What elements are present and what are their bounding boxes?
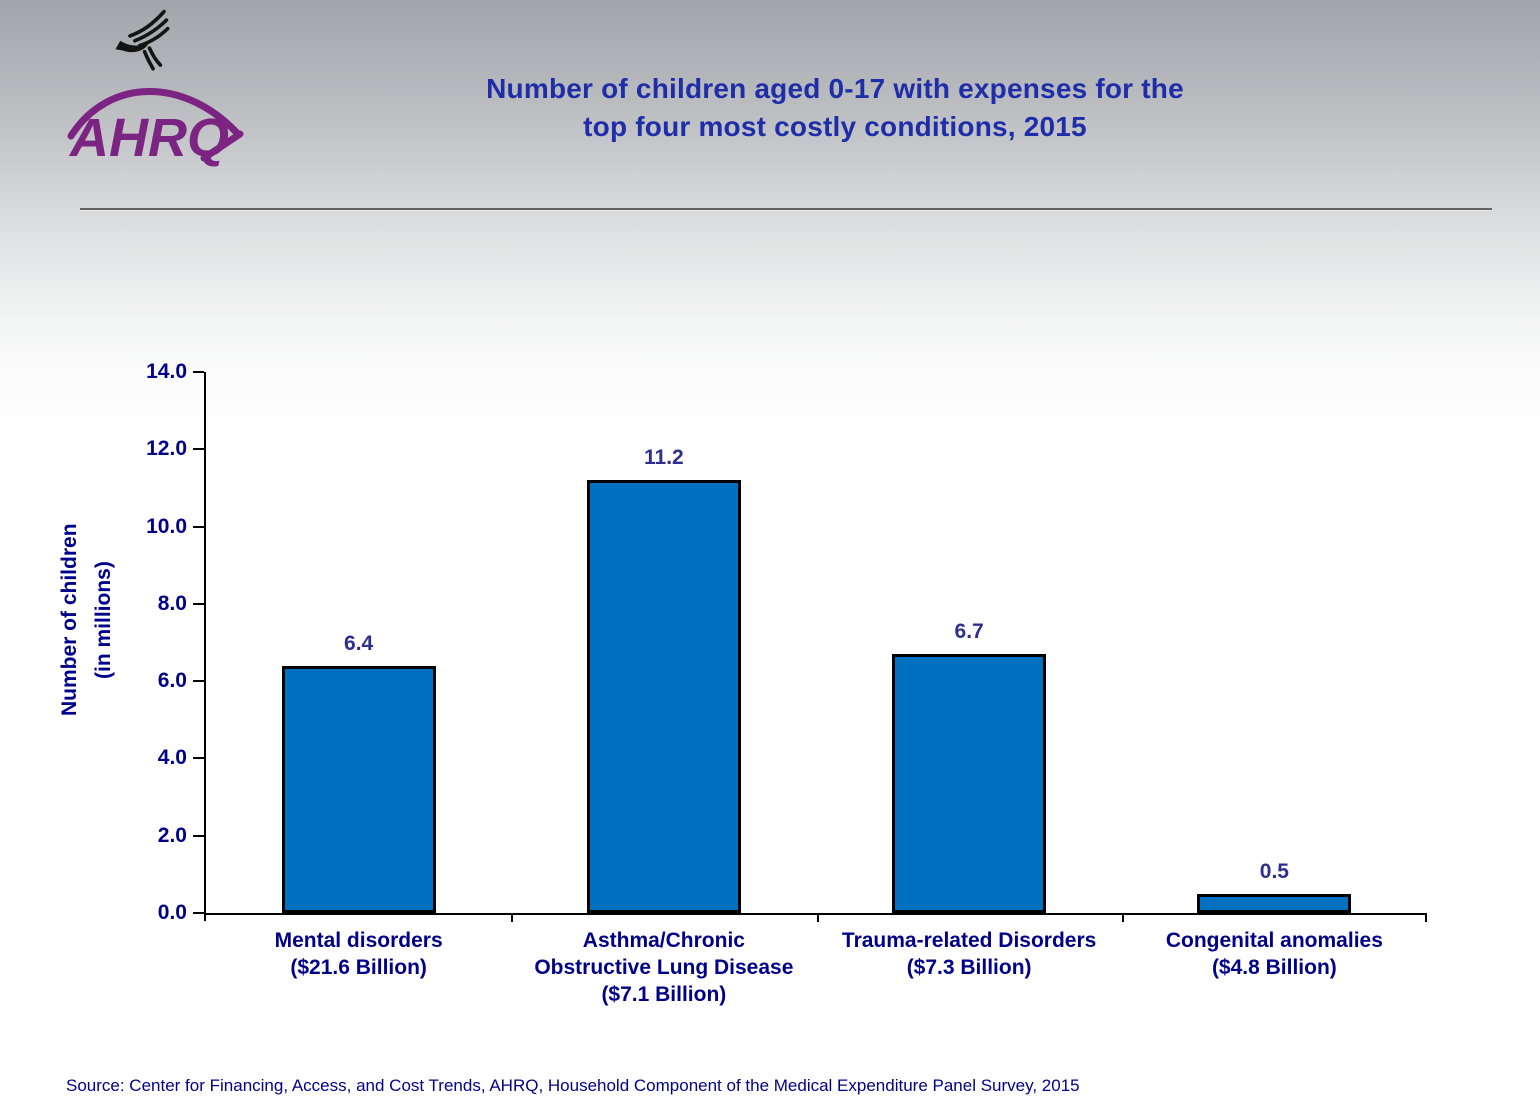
y-axis-tick-label: 0.0 [157, 901, 187, 924]
y-axis-tick [193, 757, 204, 760]
chart-title-line2: top four most costly conditions, 2015 [583, 111, 1087, 142]
x-axis-category-label-line: Congenital anomalies [1165, 929, 1383, 952]
y-axis-tick-label: 10.0 [146, 514, 187, 538]
y-axis-tick [193, 834, 204, 837]
x-axis-tick [816, 913, 819, 922]
y-axis-tick-label: 4.0 [157, 746, 187, 770]
x-axis-category-label-line: Obstructive Lung Disease [534, 956, 794, 979]
x-axis-category-label-line: Mental disorders [274, 929, 443, 952]
bar [892, 654, 1047, 913]
x-axis-category-label: Trauma-related Disorders ($7.3 Billion) [817, 927, 1122, 981]
header-divider [80, 208, 1492, 211]
x-axis-category-label-line: ($7.1 Billion) [601, 983, 727, 1006]
chart-title-line1: Number of children aged 0-17 with expens… [486, 73, 1184, 104]
x-axis-category-label-line: Trauma-related Disorders [841, 929, 1097, 952]
y-axis-tick-label: 2.0 [157, 823, 187, 847]
ahrq-wordmark: AHRQ [67, 88, 244, 168]
bar [1197, 893, 1352, 913]
x-axis-tick [1121, 913, 1124, 922]
bar-value-label: 0.5 [1259, 859, 1289, 883]
y-axis-line [204, 372, 206, 921]
bar [281, 665, 436, 913]
y-axis-title-line2: (in millions) [92, 561, 115, 679]
plot-area: 0.0 2.0 4.0 6.0 8.0 10.0 12.0 14.0 6.4 Mental dis… [146, 360, 1427, 1006]
x-axis-category-label-line: ($21.6 Billion) [290, 956, 427, 979]
x-axis-category-label-line: ($4.8 Billion) [1211, 956, 1337, 979]
x-axis-tick [1425, 913, 1427, 922]
chart-title: Number of children aged 0-17 with expens… [300, 70, 1370, 146]
y-axis-title: Number of children (in millions) [52, 455, 130, 785]
ahrq-logo: AHRQ [66, 6, 246, 171]
x-axis-tick [511, 913, 514, 922]
y-axis-tick-label: 12.0 [146, 437, 187, 461]
bar-value-label: 11.2 [644, 446, 684, 470]
source-note: Source: Center for Financing, Access, an… [66, 1076, 1080, 1095]
y-axis-tick [193, 448, 204, 451]
y-axis-tick [193, 525, 204, 528]
x-axis-category-label-line: Asthma/Chronic [582, 929, 745, 952]
x-axis-category-label: Congenital anomalies ($4.8 Billion) [1122, 927, 1427, 981]
hhs-eagle-icon [115, 9, 170, 71]
y-axis-tick [193, 602, 204, 605]
x-axis-category-label: Mental disorders ($21.6 Billion) [206, 927, 511, 981]
y-axis-tick-label: 8.0 [157, 591, 187, 615]
bar-value-label: 6.4 [344, 631, 374, 655]
bar-value-label: 6.7 [954, 620, 984, 644]
x-axis-category-label-line: ($7.3 Billion) [906, 956, 1032, 979]
bar [586, 480, 741, 913]
y-axis-tick [193, 680, 204, 683]
y-axis-tick-label: 14.0 [146, 360, 187, 383]
y-axis-tick-label: 6.0 [157, 669, 187, 693]
x-axis-category-label: Asthma/Chronic Obstructive Lung Disease ($… [511, 927, 816, 1008]
x-axis-line [204, 913, 1427, 915]
y-axis-tick [193, 371, 204, 373]
y-axis-tick [193, 912, 204, 914]
y-axis-title-line1: Number of children [58, 523, 81, 717]
